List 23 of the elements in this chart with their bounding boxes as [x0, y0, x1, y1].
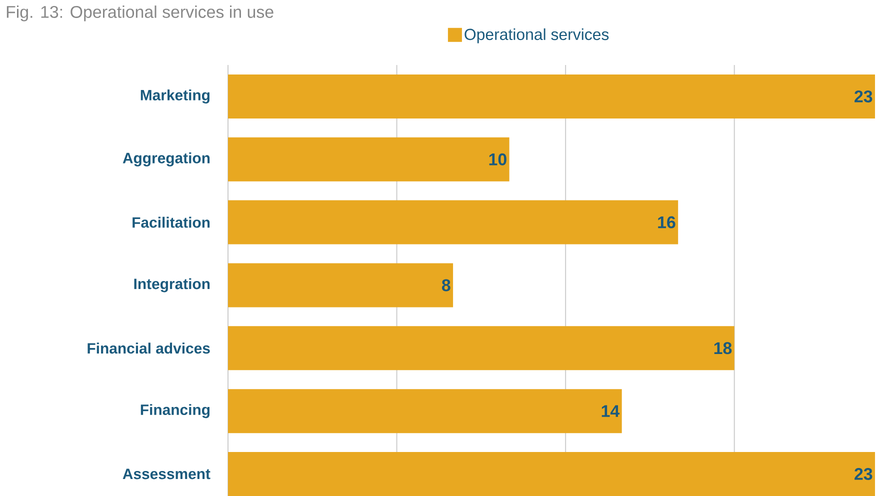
chart-title: Fig. 13: Operational services in use	[6, 6, 274, 22]
data-label: 23	[854, 90, 872, 102]
data-label: 16	[658, 216, 676, 228]
y-tick-label: Facilitation	[132, 216, 210, 228]
bar	[228, 326, 734, 370]
bar	[228, 452, 876, 496]
y-tick-label: Financing	[140, 404, 210, 418]
y-tick-label: Marketing	[140, 89, 210, 104]
y-tick-label: Assessment	[122, 468, 210, 480]
bar	[228, 263, 454, 308]
y-tick-label: Financial advices	[88, 342, 210, 354]
bar	[228, 137, 510, 182]
bar	[228, 200, 678, 244]
legend-label: Operational services	[464, 28, 609, 44]
data-label: 18	[714, 342, 732, 354]
data-label: 8	[442, 279, 450, 292]
data-label: 10	[489, 153, 506, 166]
data-label: 14	[602, 405, 620, 417]
y-tick-label: Aggregation	[122, 152, 210, 166]
data-label: 23	[854, 468, 872, 480]
bar	[228, 74, 876, 118]
y-tick-label: Integration	[134, 278, 210, 292]
bar	[228, 389, 622, 434]
